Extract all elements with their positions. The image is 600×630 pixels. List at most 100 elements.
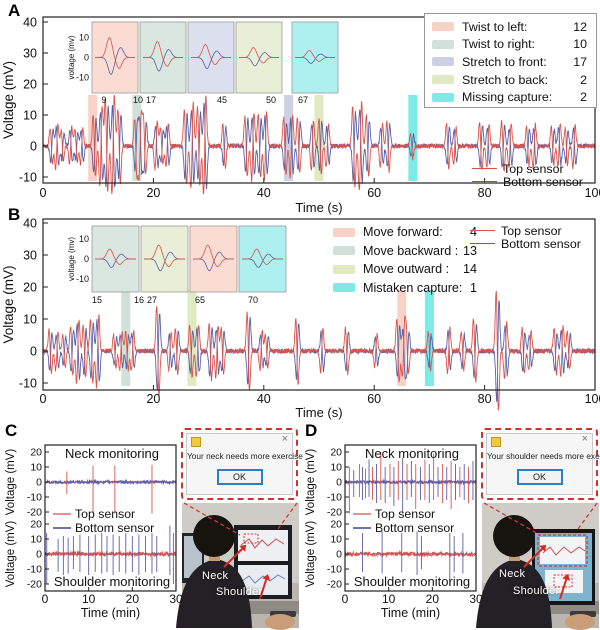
- sensor-legend-label: Top sensor: [501, 223, 562, 238]
- svg-text:20: 20: [30, 447, 42, 459]
- event-count-value: 10: [573, 37, 587, 52]
- event-count-label: Mistaken capture:: [363, 280, 463, 295]
- svg-text:Bottom sensor: Bottom sensor: [75, 521, 154, 535]
- svg-text:20: 20: [330, 519, 342, 531]
- svg-text:Voltage (mV): Voltage (mV): [1, 61, 16, 139]
- svg-text:20: 20: [126, 592, 140, 606]
- alert-dialog-shoulder: × Your shoulder needs more exercise OK: [481, 428, 600, 500]
- svg-text:20: 20: [330, 447, 342, 459]
- svg-text:Voltage (mV): Voltage (mV): [305, 449, 317, 516]
- sensor-line-swatch: [472, 168, 497, 170]
- svg-text:Time (min): Time (min): [381, 606, 440, 620]
- svg-text:10: 10: [30, 462, 42, 474]
- svg-text:20: 20: [23, 281, 37, 295]
- svg-text:9: 9: [101, 95, 106, 105]
- svg-text:-10: -10: [19, 171, 37, 185]
- photo-neck-label: Neck: [202, 570, 229, 582]
- bottom-sensor-trace: [42, 299, 596, 403]
- svg-text:80: 80: [478, 186, 492, 200]
- svg-text:10: 10: [133, 95, 143, 105]
- event-count-value: 2: [580, 90, 587, 105]
- svg-text:40: 40: [23, 217, 37, 231]
- svg-text:17: 17: [146, 95, 156, 105]
- svg-text:Top sensor: Top sensor: [75, 507, 135, 521]
- event-count-item: Twist to right: 10: [425, 36, 596, 54]
- event-highlight-band: [284, 95, 294, 181]
- event-color-swatch: [333, 283, 355, 293]
- photo-d: [476, 502, 599, 630]
- alert-dialog-body: × Your shoulder needs more exercise OK: [486, 433, 600, 495]
- ok-button[interactable]: OK: [216, 469, 263, 485]
- svg-text:-10: -10: [27, 492, 42, 504]
- svg-text:0: 0: [40, 186, 47, 200]
- svg-text:60: 60: [367, 186, 381, 200]
- svg-text:0: 0: [36, 549, 42, 561]
- event-count-label: Stretch to front:: [462, 54, 547, 69]
- panel-c-label: C: [5, 421, 18, 440]
- svg-text:-20: -20: [327, 507, 342, 519]
- callout-dashed-line: [483, 502, 541, 536]
- event-count-item: Mistaken capture: 1: [326, 279, 486, 298]
- svg-text:40: 40: [23, 16, 37, 30]
- close-icon[interactable]: ×: [281, 433, 288, 445]
- event-highlight-band: [424, 290, 434, 386]
- alert-message: Your shoulder needs more exercise: [487, 451, 600, 461]
- svg-text:10: 10: [30, 534, 42, 546]
- event-count-value: 2: [580, 72, 587, 87]
- svg-text:10: 10: [330, 534, 342, 546]
- svg-text:Top sensor: Top sensor: [375, 507, 435, 521]
- event-highlight-band: [121, 290, 131, 386]
- svg-text:20: 20: [30, 519, 42, 531]
- svg-text:10: 10: [382, 592, 396, 606]
- sensor-legend-item: Bottom sensor: [470, 237, 581, 251]
- event-count-label: Twist to right:: [462, 37, 535, 52]
- sensor-legend-item: Top sensor: [472, 161, 583, 176]
- sensor-line-swatch: [472, 181, 497, 183]
- svg-text:10: 10: [23, 109, 37, 123]
- svg-text:40: 40: [257, 186, 271, 200]
- sensor-line-swatch: [470, 230, 495, 232]
- event-count-item: Move forward: 4: [326, 223, 486, 242]
- svg-text:100: 100: [585, 186, 600, 200]
- event-count-value: 4: [469, 225, 477, 240]
- svg-text:67: 67: [298, 95, 308, 105]
- svg-text:0: 0: [84, 254, 89, 264]
- sensor-legend-item: Bottom sensor: [472, 175, 583, 189]
- photo-c: [176, 502, 299, 630]
- event-count-item: Move outward : 14: [326, 260, 486, 279]
- event-count-label: Missing capture:: [462, 90, 553, 105]
- event-count-item: Move backward :13: [326, 242, 486, 261]
- neck-baseline-trace: [344, 478, 477, 486]
- top-sensor-trace: [42, 94, 596, 195]
- event-count-value: 12: [573, 19, 587, 34]
- svg-text:-20: -20: [327, 579, 342, 591]
- app-icon: [191, 437, 201, 447]
- event-color-swatch: [333, 227, 355, 237]
- svg-text:20: 20: [426, 592, 440, 606]
- callout-dashed-line: [577, 502, 598, 530]
- event-highlight-band: [397, 290, 407, 386]
- svg-text:Voltage (mV): Voltage (mV): [1, 265, 16, 343]
- event-count-value: 13: [462, 243, 477, 258]
- svg-text:15: 15: [92, 295, 102, 305]
- svg-text:-10: -10: [76, 73, 89, 83]
- sensor-legend-label: Top sensor: [503, 161, 564, 176]
- event-count-label: Stretch to back:: [462, 72, 549, 87]
- event-count-item: Stretch to back: 2: [425, 71, 596, 89]
- photo-shoulder-label: Shoulder: [513, 585, 560, 597]
- event-count-label: Move forward:: [363, 225, 443, 240]
- svg-text:Time (s): Time (s): [295, 405, 342, 420]
- sensor-line-legend-b: Top sensor Bottom sensor: [470, 223, 581, 251]
- shoulder-baseline-trace: [344, 550, 477, 558]
- close-icon[interactable]: ×: [581, 433, 588, 445]
- svg-text:0: 0: [84, 53, 89, 63]
- svg-text:Bottom sensor: Bottom sensor: [375, 521, 454, 535]
- ok-button[interactable]: OK: [516, 469, 563, 485]
- svg-text:0: 0: [30, 140, 37, 154]
- svg-text:voltage (mv): voltage (mv): [67, 35, 76, 79]
- svg-text:-10: -10: [19, 377, 37, 391]
- event-color-swatch: [432, 39, 454, 49]
- svg-text:65: 65: [195, 295, 205, 305]
- event-highlight-band: [88, 95, 98, 181]
- event-count-value: 1: [469, 280, 477, 295]
